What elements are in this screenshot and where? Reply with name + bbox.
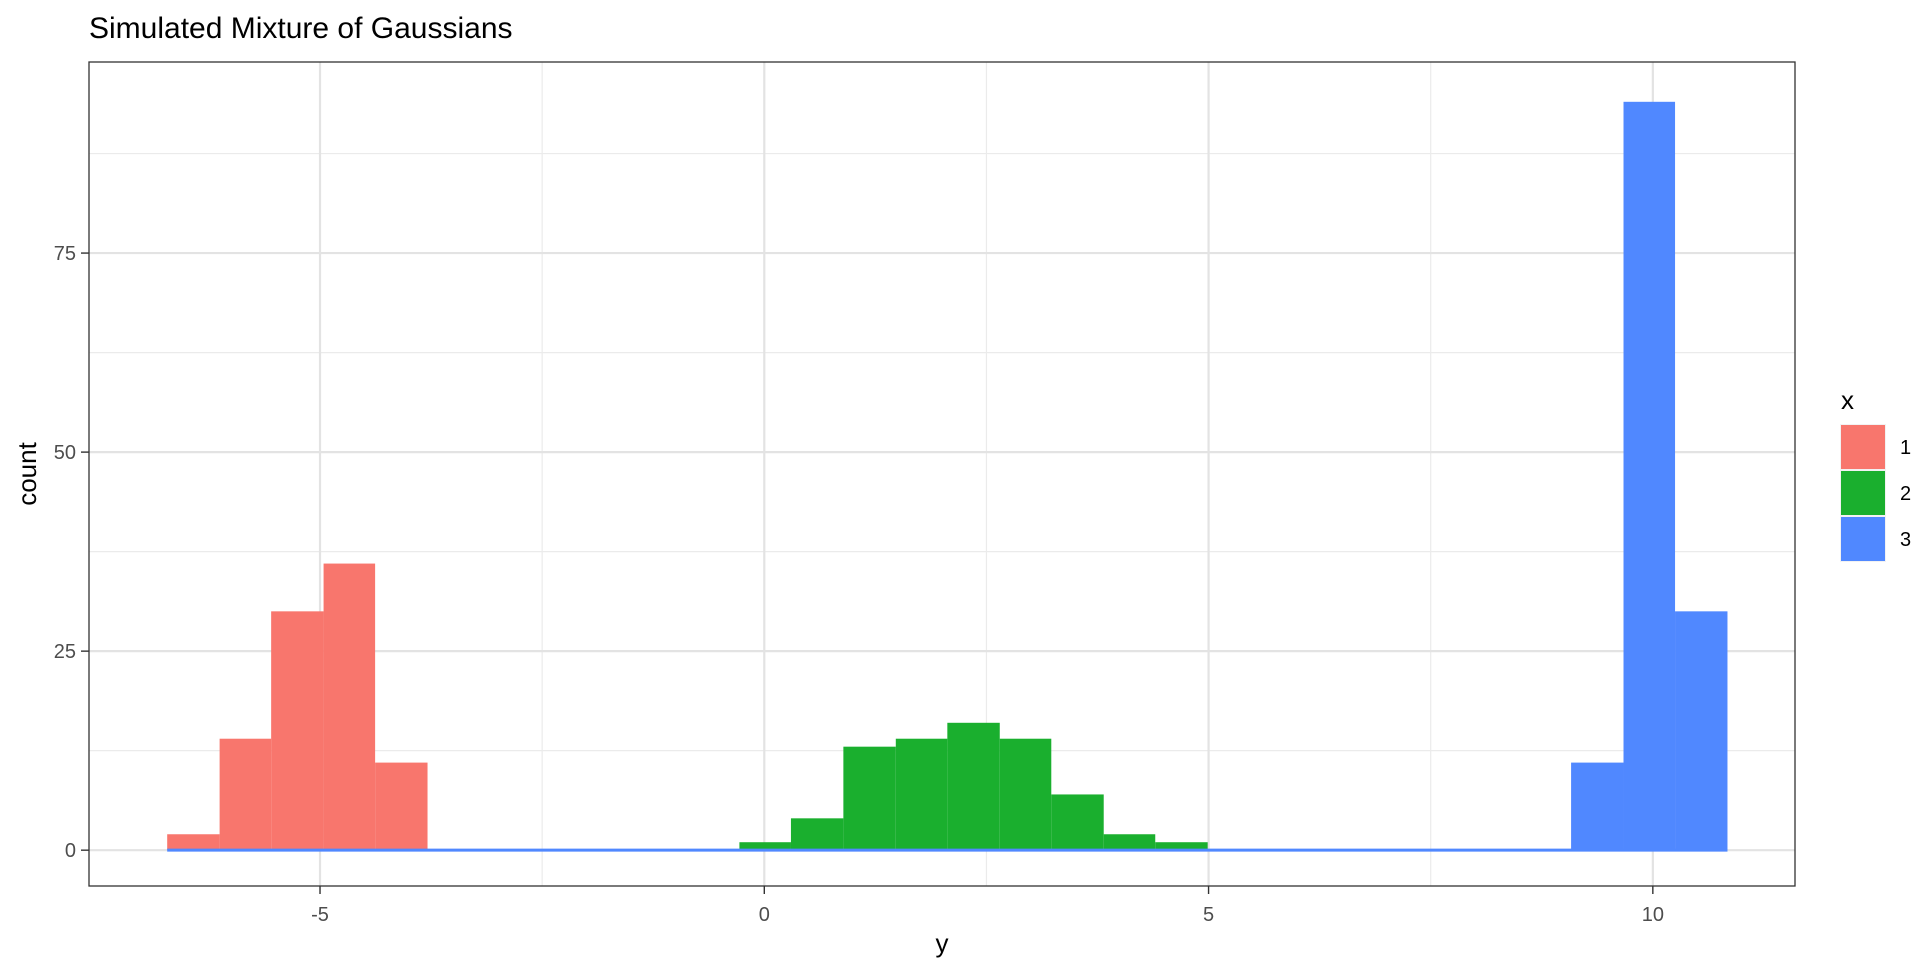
- y-tick-label: 25: [54, 641, 76, 663]
- bar-series-2: [1155, 842, 1208, 851]
- bar-series-3: [1571, 762, 1624, 851]
- bar-series-2: [947, 722, 1000, 851]
- x-axis-label: y: [936, 928, 949, 958]
- legend-label-3: 3: [1900, 529, 1911, 551]
- bar-series-2: [739, 842, 791, 851]
- x-tick-label: -5: [311, 904, 329, 926]
- x-axis: -5 0 5 10: [311, 886, 1664, 926]
- chart-title: Simulated Mixture of Gaussians: [89, 12, 513, 45]
- bar-series-3: [1675, 611, 1728, 851]
- y-axis-label: count: [12, 441, 42, 505]
- plot-border: [88, 61, 1796, 887]
- y-tick-label: 0: [65, 840, 76, 862]
- bar-series-2: [999, 738, 1052, 851]
- bar-series-2: [1051, 794, 1104, 851]
- bar-series-2: [790, 818, 844, 851]
- bar-series-1: [271, 611, 324, 851]
- x-tick-label: 0: [759, 904, 770, 926]
- legend-label-1: 1: [1900, 437, 1911, 459]
- bar-series-1: [167, 834, 220, 851]
- y-tick-label: 75: [54, 243, 76, 265]
- legend-label-2: 2: [1900, 483, 1911, 505]
- legend-title: x: [1841, 385, 1854, 415]
- x-tick-label: 5: [1203, 904, 1214, 926]
- y-axis: 0 25 50 75: [54, 243, 89, 862]
- legend-key-1: [1841, 425, 1885, 469]
- legend-key-3: [1841, 517, 1885, 561]
- bar-series-1: [323, 563, 376, 851]
- legend: x 1 2 3: [1840, 385, 1911, 562]
- y-tick-label: 50: [54, 442, 76, 464]
- bar-series-2: [1103, 834, 1156, 851]
- bar-series-3: [1623, 101, 1676, 851]
- bars-layer: [167, 101, 1728, 852]
- bar-series-1: [375, 762, 428, 851]
- legend-key-2: [1841, 471, 1885, 515]
- bar-series-2: [895, 738, 948, 851]
- x-tick-label: 10: [1642, 904, 1664, 926]
- bar-series-2: [843, 746, 896, 851]
- bar-series-1: [219, 738, 272, 851]
